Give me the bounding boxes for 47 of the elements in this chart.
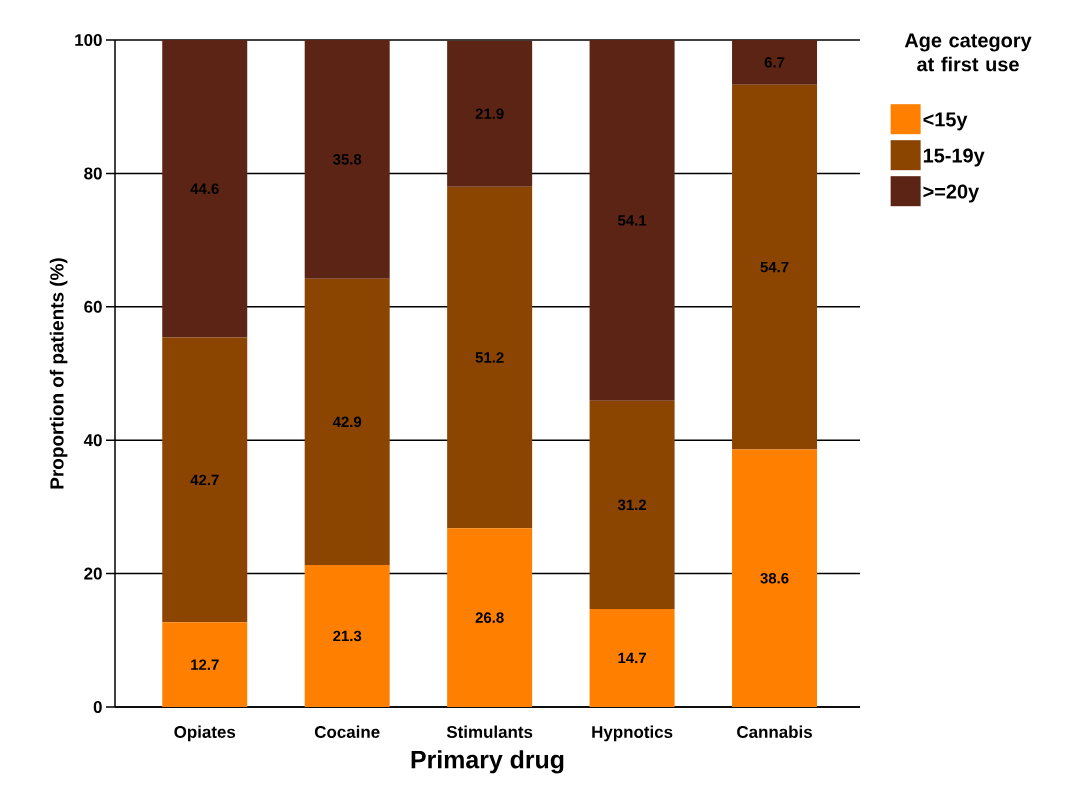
data-label: 21.3 <box>333 630 362 642</box>
y-tick-label: 80 <box>84 167 102 180</box>
data-label: 35.8 <box>333 154 362 165</box>
bar <box>162 337 248 623</box>
data-label: 12.7 <box>191 659 219 670</box>
data-label: 54.7 <box>760 261 789 273</box>
data-label: 44.6 <box>190 183 219 195</box>
data-label: 26.8 <box>475 612 504 623</box>
data-label: 6.7 <box>764 57 785 68</box>
bar <box>447 528 533 707</box>
legend-label: 15-19y <box>923 148 985 167</box>
bar <box>589 400 675 609</box>
x-tick-label: Stimulants <box>446 725 533 738</box>
x-tick-label: Opiates <box>174 725 236 742</box>
data-label: 21.9 <box>475 108 504 119</box>
data-label: 51.2 <box>475 352 504 363</box>
bar <box>732 84 818 450</box>
legend-title: Age category at first use <box>904 33 1032 72</box>
x-tick-label: Hypnotics <box>592 725 673 742</box>
x-axis-title: Primary drug <box>411 750 564 774</box>
bar <box>447 40 533 187</box>
bar <box>732 39 818 85</box>
bar <box>447 186 533 529</box>
y-tick-label: 100 <box>75 33 102 46</box>
bar <box>589 39 675 401</box>
y-tick-label: 20 <box>84 567 102 580</box>
bar <box>304 278 390 565</box>
x-tick-label: Cannabis <box>737 725 812 738</box>
bar <box>589 608 675 707</box>
x-tick-label: Cocaine <box>314 725 380 738</box>
legend-label: >=20y <box>923 184 980 203</box>
bar <box>304 39 390 279</box>
data-label: 42.9 <box>332 416 362 428</box>
bar <box>732 449 818 707</box>
data-label: 38.6 <box>760 572 789 584</box>
y-axis-title: Proportion of patients (%) <box>49 258 68 489</box>
legend-label: <15y <box>923 112 968 131</box>
bar <box>304 564 390 707</box>
data-label: 14.7 <box>618 652 646 664</box>
data-label: 31.2 <box>617 499 647 511</box>
data-label: 42.7 <box>190 474 219 486</box>
data-label: 54.1 <box>618 215 647 226</box>
bar <box>162 622 248 707</box>
y-tick-label: 60 <box>84 300 102 313</box>
y-tick-label: 0 <box>93 701 102 713</box>
y-tick-label: 40 <box>83 434 102 447</box>
bar <box>162 39 248 338</box>
